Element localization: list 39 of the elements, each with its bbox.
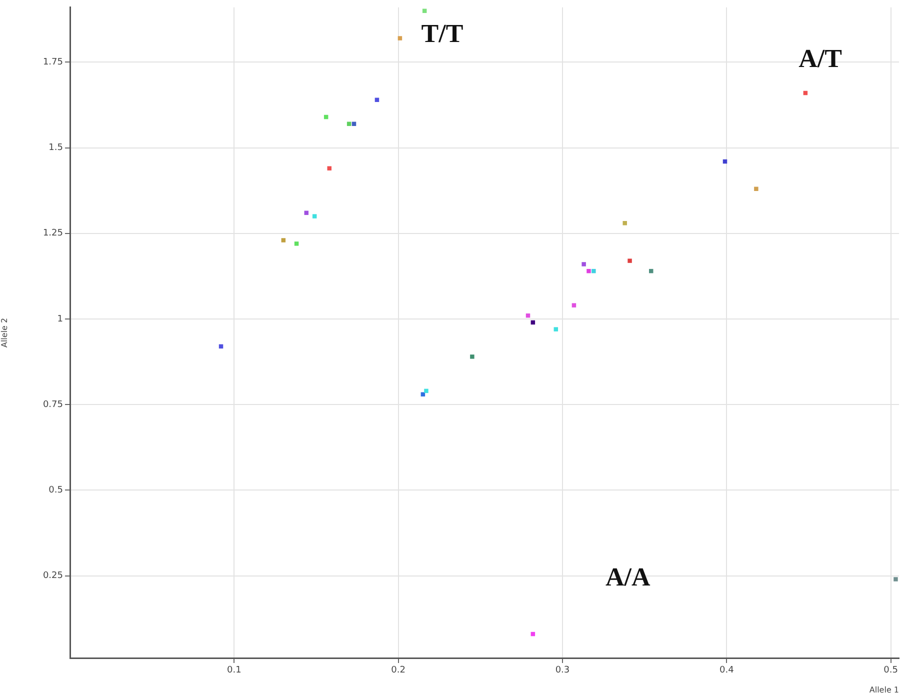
y-tick-label: 1 xyxy=(57,314,63,324)
point xyxy=(281,238,286,242)
y-tick-label: 0.25 xyxy=(42,571,63,582)
x-tick-label: 0.3 xyxy=(555,666,570,676)
point xyxy=(424,388,428,394)
x-tick-label: 0.4 xyxy=(719,666,734,676)
x-tick-label: 0.2 xyxy=(391,666,406,676)
point xyxy=(352,122,356,126)
y-tick-label: 0.75 xyxy=(42,400,63,410)
y-tick-label: 1.25 xyxy=(42,228,63,239)
x-tick-label: 0.5 xyxy=(884,666,898,676)
point xyxy=(554,327,558,332)
point xyxy=(422,8,427,13)
x-tick-label: 0.1 xyxy=(226,666,242,676)
point xyxy=(582,262,586,266)
y-axis-title: Allele 2 xyxy=(0,318,9,348)
y-tick-label: 1.75 xyxy=(42,58,63,68)
point xyxy=(304,210,309,215)
point xyxy=(294,242,299,246)
point xyxy=(346,122,352,126)
y-tick-label: 0.5 xyxy=(48,486,63,496)
point xyxy=(470,354,474,359)
point xyxy=(754,186,758,192)
x-axis-title: Allele 1 xyxy=(869,685,899,694)
point xyxy=(398,36,402,40)
point xyxy=(327,166,332,170)
point xyxy=(628,258,632,263)
point xyxy=(894,577,898,582)
annotation: A/T xyxy=(798,44,842,73)
point xyxy=(592,268,596,274)
annotation: T/T xyxy=(421,19,464,48)
point xyxy=(312,214,317,218)
annotation: A/A xyxy=(606,562,651,592)
point xyxy=(420,392,426,396)
point xyxy=(374,98,380,102)
point xyxy=(586,268,591,274)
point xyxy=(572,303,576,308)
point xyxy=(622,221,627,226)
y-tick-label: 1.5 xyxy=(48,143,63,154)
